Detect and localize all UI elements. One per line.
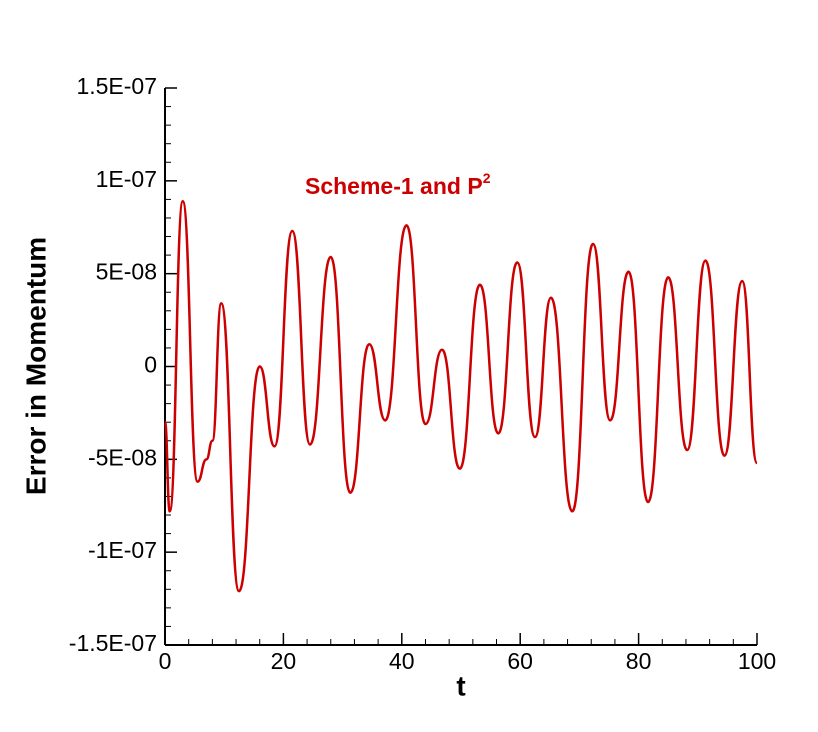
y-tick-label: 1E-07	[96, 166, 157, 192]
x-tick-label: 100	[738, 648, 776, 674]
x-tick-label: 80	[626, 648, 652, 674]
y-tick-label: 1.5E-07	[76, 73, 157, 99]
annotation: Scheme-1 and P2	[305, 170, 491, 199]
y-tick-label: 5E-08	[96, 259, 157, 285]
x-tick-label: 0	[159, 648, 172, 674]
x-tick-label: 40	[389, 648, 415, 674]
x-axis-label: t	[456, 670, 465, 701]
y-tick-label: 0	[144, 352, 157, 378]
y-tick-label: -1E-07	[88, 537, 157, 563]
x-tick-label: 20	[271, 648, 297, 674]
y-axis-label: Error in Momentum	[20, 237, 51, 495]
annotation-superscript: 2	[483, 170, 491, 186]
y-tick-label: -1.5E-07	[69, 630, 157, 656]
y-tick-label: -5E-08	[88, 444, 157, 470]
data-line	[163, 200, 759, 593]
annotation-text: Scheme-1 and P	[305, 173, 483, 199]
x-tick-label: 60	[507, 648, 533, 674]
